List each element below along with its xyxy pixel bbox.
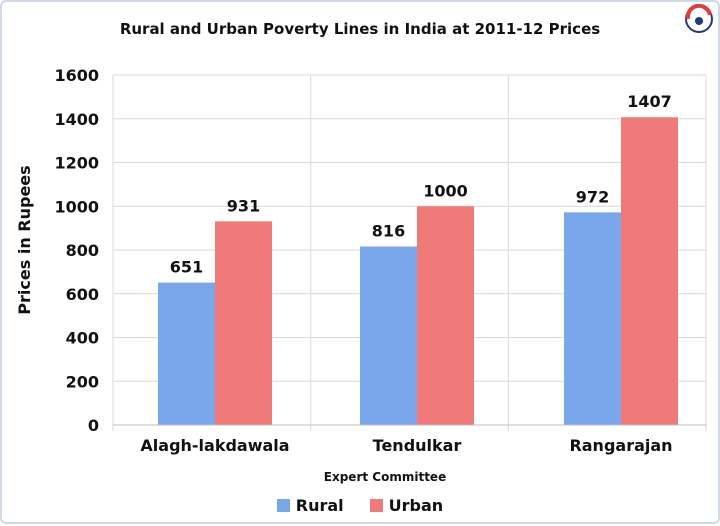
brand-logo-icon (684, 3, 714, 34)
y-axis-label: Prices in Rupees (15, 165, 34, 314)
y-tick-label: 1000 (54, 197, 99, 216)
data-label: 816 (372, 222, 405, 241)
y-tick-label: 400 (66, 329, 99, 348)
y-tick-label: 600 (66, 285, 99, 304)
legend-swatch-rural (276, 499, 290, 512)
x-tick-label: Tendulkar (373, 436, 462, 455)
data-label: 972 (576, 187, 609, 206)
legend: Rural Urban (0, 496, 720, 515)
y-tick-label: 0 (88, 416, 99, 435)
data-label: 1407 (627, 92, 672, 111)
bar-rural (158, 282, 215, 425)
bar-rural (564, 212, 621, 425)
data-label: 1000 (423, 181, 468, 200)
x-axis-label: Expert Committee (324, 470, 446, 484)
legend-swatch-urban (369, 499, 383, 512)
legend-item-urban: Urban (369, 496, 444, 515)
x-tick-label: Alagh-lakdawala (140, 436, 289, 455)
y-tick-label: 1600 (54, 66, 99, 85)
data-label: 651 (170, 258, 203, 277)
bar-urban (621, 117, 678, 425)
y-tick-label: 1400 (54, 110, 99, 129)
legend-item-rural: Rural (276, 496, 344, 515)
y-tick-label: 200 (66, 372, 99, 391)
chart-title: Rural and Urban Poverty Lines in India a… (119, 20, 601, 38)
legend-label-urban: Urban (388, 496, 444, 515)
x-tick-label: Rangarajan (569, 436, 672, 455)
legend-label-rural: Rural (295, 496, 344, 515)
bar-urban (215, 221, 272, 425)
y-tick-label: 800 (66, 241, 99, 260)
data-label: 931 (227, 196, 260, 215)
bar-urban (417, 206, 474, 425)
y-tick-label: 1200 (54, 154, 99, 173)
bar-rural (360, 246, 417, 425)
